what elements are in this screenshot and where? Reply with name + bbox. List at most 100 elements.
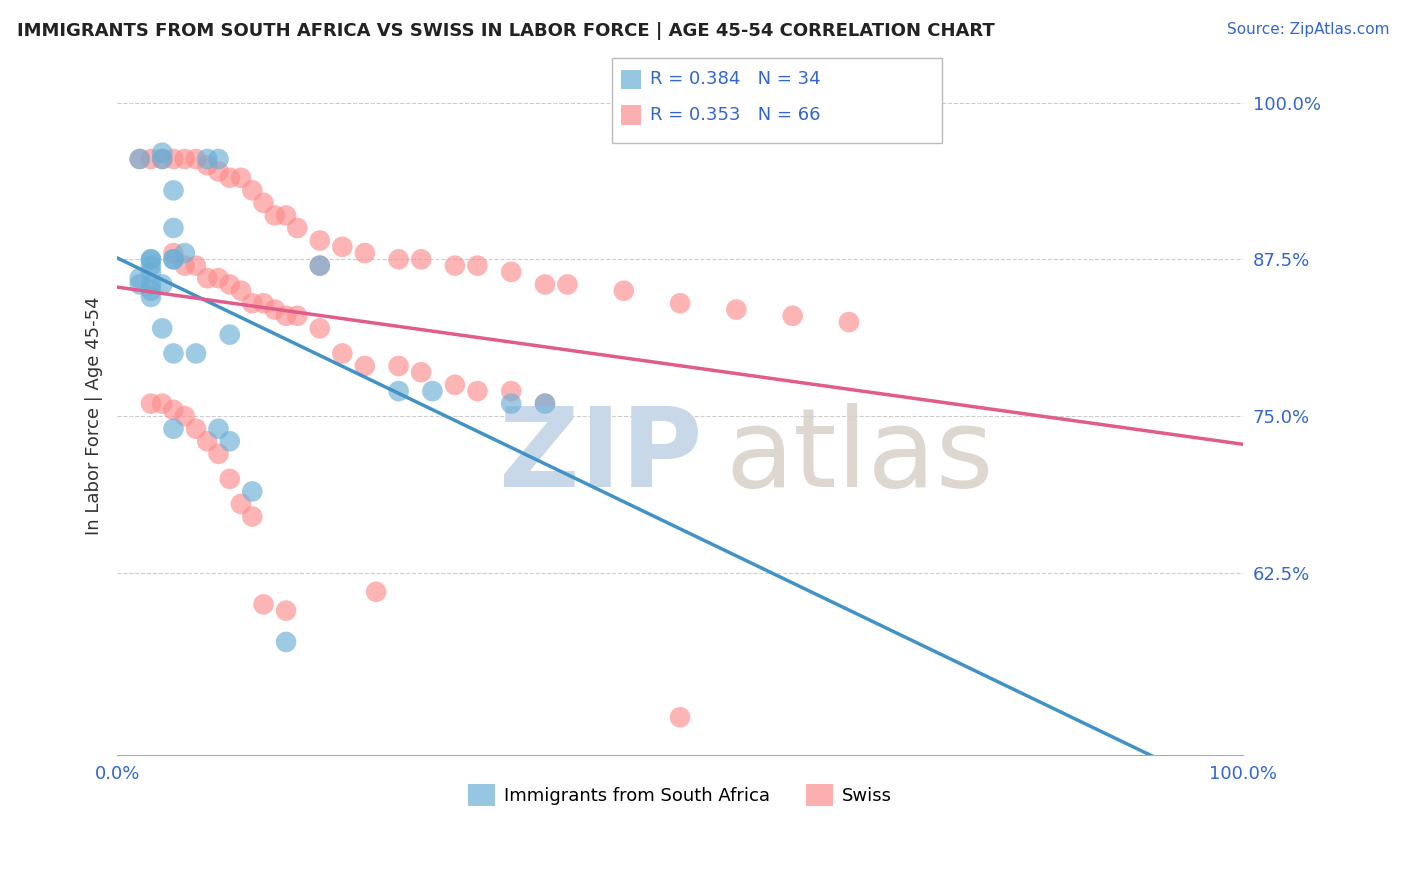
Point <box>229 170 252 185</box>
Point <box>354 359 377 373</box>
Point <box>139 252 162 267</box>
Point <box>411 365 433 379</box>
Point <box>252 296 274 310</box>
Point <box>308 259 330 273</box>
Point <box>173 409 195 424</box>
Point <box>195 271 218 285</box>
Point <box>285 221 308 235</box>
Point <box>207 152 229 166</box>
Point <box>184 422 207 436</box>
Point <box>422 384 444 398</box>
Point <box>444 377 467 392</box>
Point <box>139 290 162 304</box>
Point <box>388 359 411 373</box>
Point <box>330 346 353 360</box>
Point <box>162 252 184 267</box>
Point <box>285 309 308 323</box>
Point <box>330 240 353 254</box>
Point <box>274 209 297 223</box>
Point <box>139 152 162 166</box>
Text: IMMIGRANTS FROM SOUTH AFRICA VS SWISS IN LABOR FORCE | AGE 45-54 CORRELATION CHA: IMMIGRANTS FROM SOUTH AFRICA VS SWISS IN… <box>17 22 994 40</box>
Point <box>534 396 557 410</box>
Point <box>139 252 162 267</box>
Point <box>240 509 263 524</box>
Point <box>218 327 240 342</box>
Y-axis label: In Labor Force | Age 45-54: In Labor Force | Age 45-54 <box>86 297 103 535</box>
Point <box>366 584 388 599</box>
Point <box>207 422 229 436</box>
Point <box>150 145 173 160</box>
Text: R = 0.353   N = 66: R = 0.353 N = 66 <box>650 106 820 124</box>
Point <box>229 284 252 298</box>
Point <box>669 296 692 310</box>
Point <box>207 447 229 461</box>
Point <box>534 396 557 410</box>
Point <box>274 635 297 649</box>
Point <box>184 152 207 166</box>
Point <box>150 152 173 166</box>
Point <box>162 152 184 166</box>
Point <box>173 152 195 166</box>
Point <box>782 309 804 323</box>
Point <box>139 396 162 410</box>
Point <box>838 315 860 329</box>
Point <box>263 209 285 223</box>
Point <box>139 265 162 279</box>
Point <box>501 384 523 398</box>
Point <box>162 403 184 417</box>
Point <box>162 246 184 260</box>
Point <box>128 271 150 285</box>
Point <box>162 346 184 360</box>
Point <box>274 604 297 618</box>
Point <box>467 259 489 273</box>
Point <box>128 152 150 166</box>
Point <box>128 152 150 166</box>
Text: Source: ZipAtlas.com: Source: ZipAtlas.com <box>1226 22 1389 37</box>
Point <box>240 484 263 499</box>
Point <box>240 296 263 310</box>
Point <box>195 158 218 172</box>
Point <box>162 221 184 235</box>
Point <box>173 246 195 260</box>
Point <box>128 277 150 292</box>
Point <box>139 284 162 298</box>
Point <box>150 321 173 335</box>
Point <box>534 277 557 292</box>
Point <box>207 164 229 178</box>
Point <box>229 497 252 511</box>
Point <box>218 434 240 449</box>
Point <box>207 271 229 285</box>
Point <box>388 384 411 398</box>
Point <box>725 302 748 317</box>
Text: ZIP: ZIP <box>499 403 703 510</box>
Point <box>308 234 330 248</box>
Point <box>162 183 184 197</box>
Point <box>669 710 692 724</box>
Point <box>501 265 523 279</box>
Point <box>184 259 207 273</box>
Text: atlas: atlas <box>725 403 994 510</box>
Point <box>354 246 377 260</box>
Point <box>240 183 263 197</box>
Point <box>557 277 579 292</box>
Point <box>150 152 173 166</box>
Point <box>184 346 207 360</box>
Point <box>263 302 285 317</box>
Point <box>162 422 184 436</box>
Point <box>274 309 297 323</box>
Point <box>162 252 184 267</box>
Point <box>218 170 240 185</box>
Point <box>308 259 330 273</box>
Point <box>444 259 467 273</box>
Legend: Immigrants from South Africa, Swiss: Immigrants from South Africa, Swiss <box>461 777 900 814</box>
Point <box>218 472 240 486</box>
Point <box>252 598 274 612</box>
Point <box>467 384 489 398</box>
Point <box>308 321 330 335</box>
Point <box>411 252 433 267</box>
Point <box>613 284 636 298</box>
Point <box>195 152 218 166</box>
Point <box>252 195 274 210</box>
Point <box>218 277 240 292</box>
Point <box>150 396 173 410</box>
